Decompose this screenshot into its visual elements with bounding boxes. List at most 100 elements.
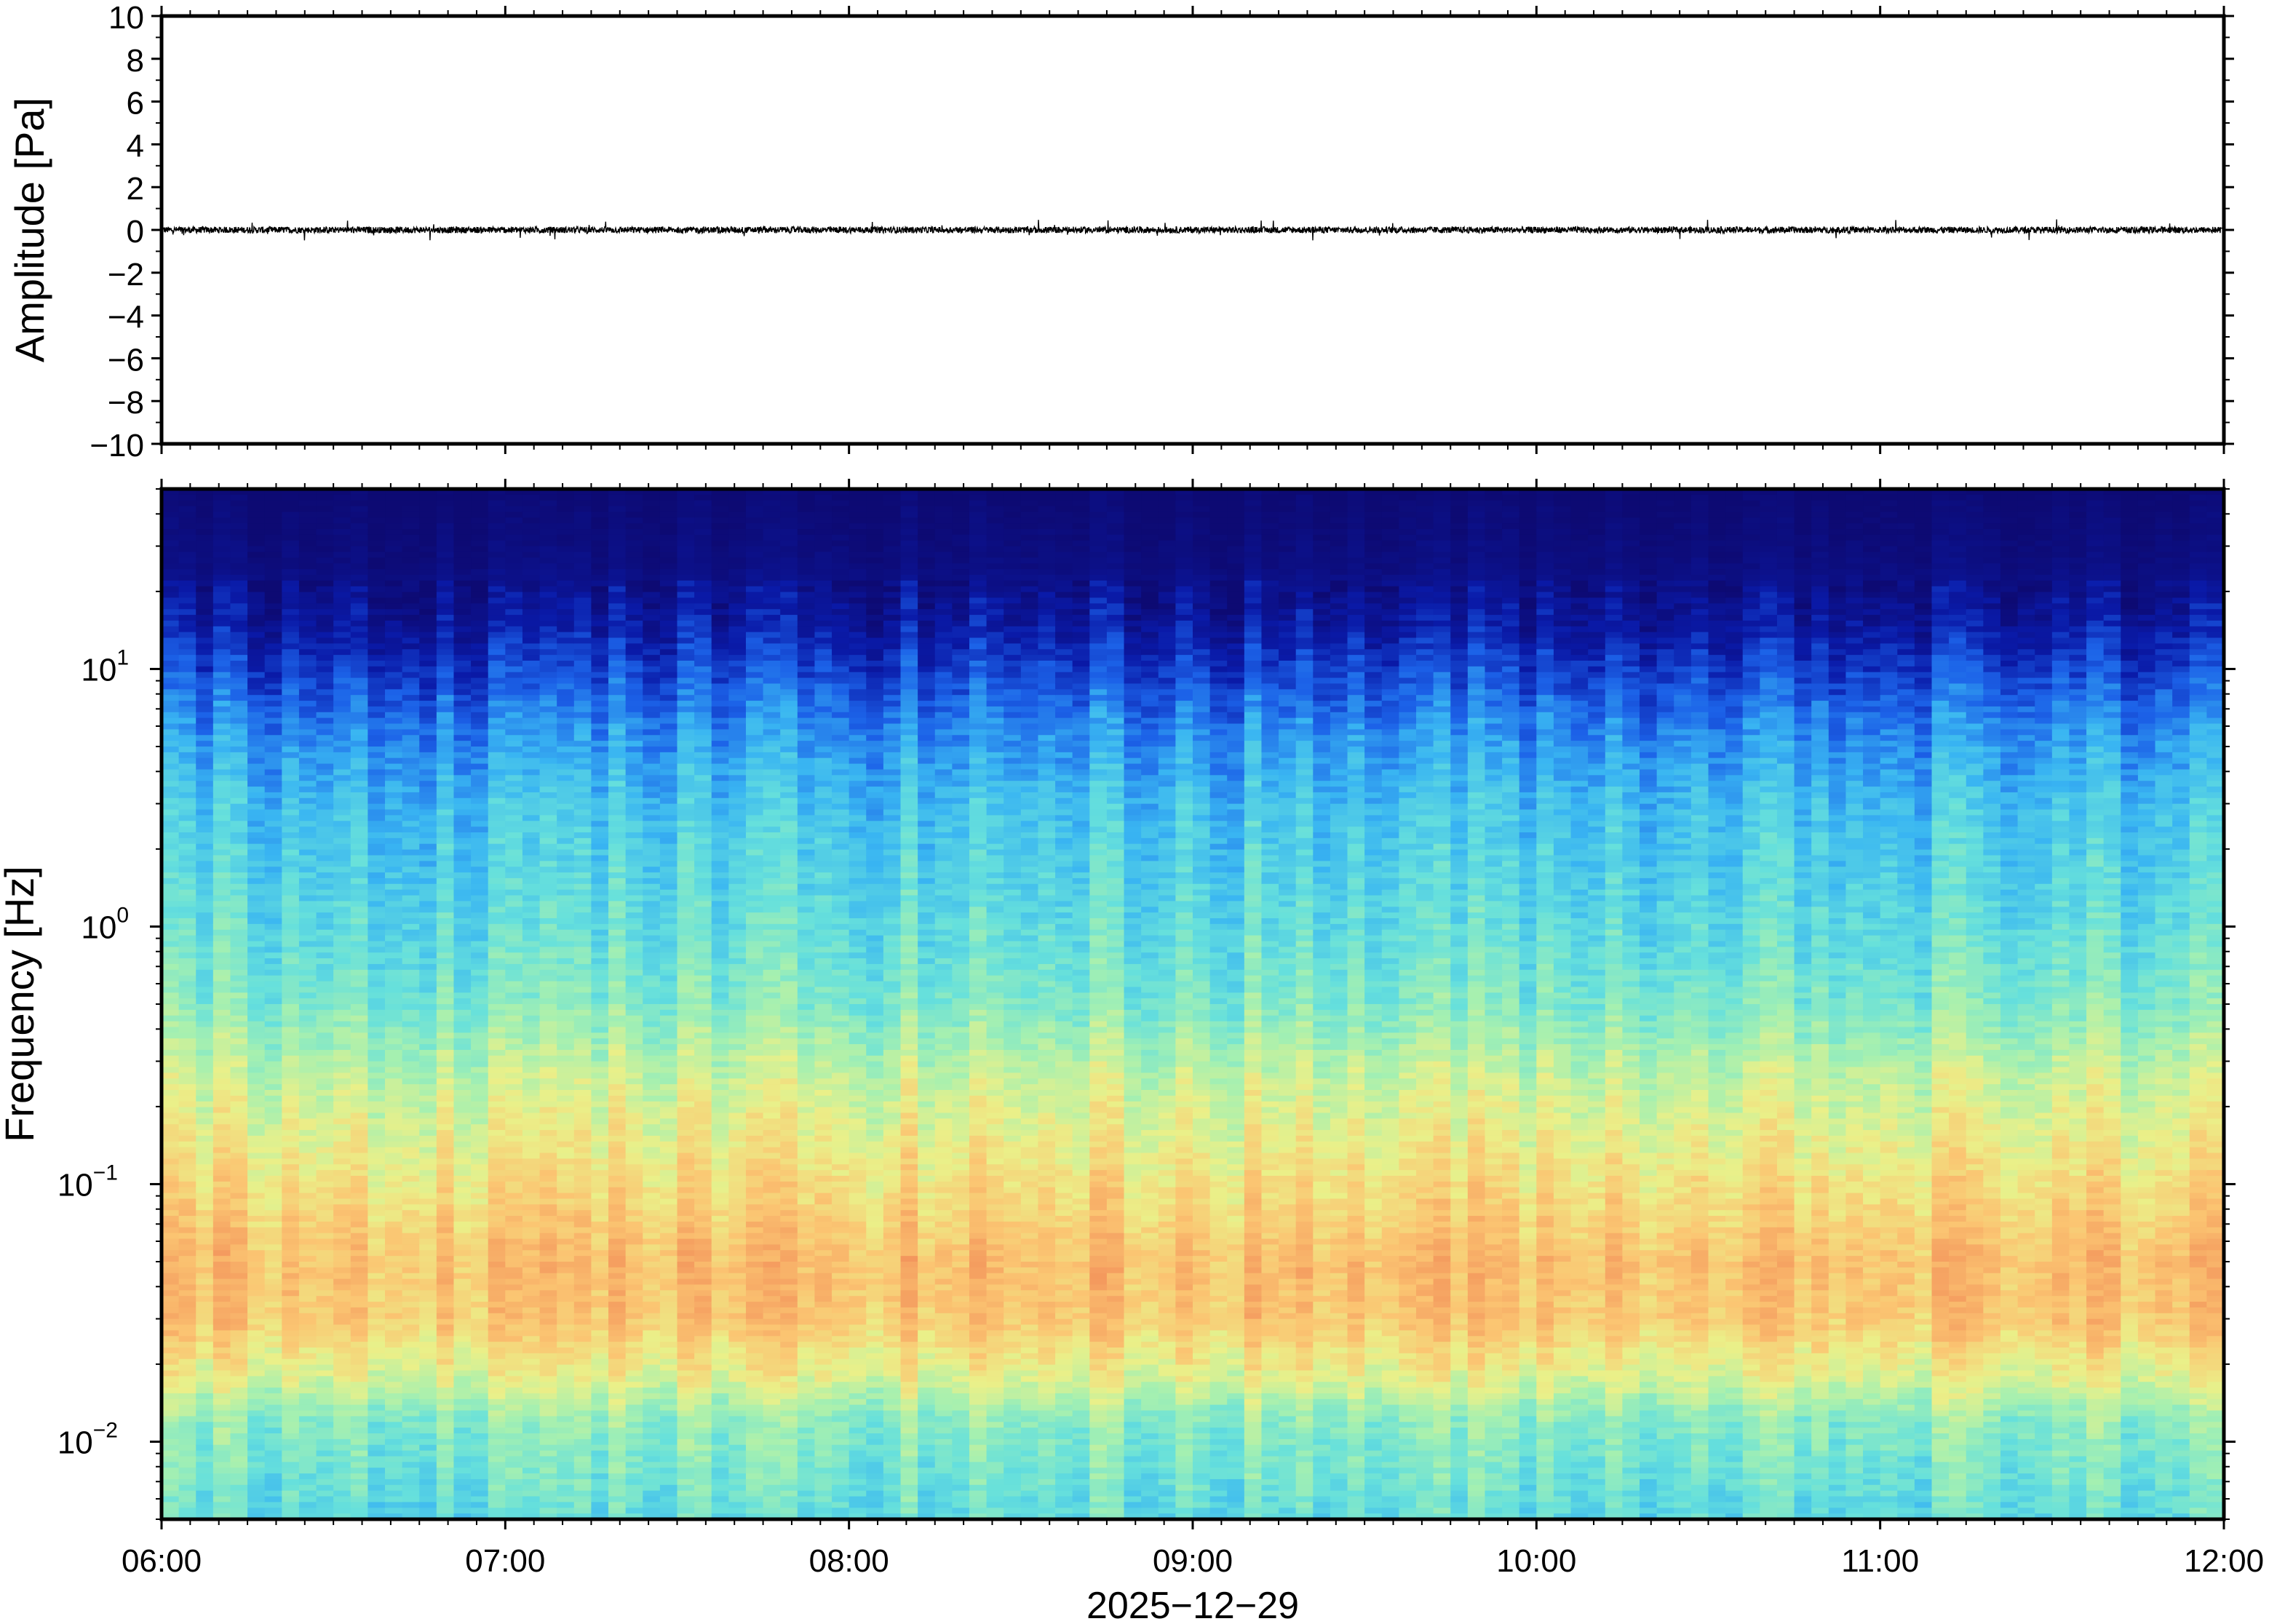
spectrogram-cell <box>505 1445 522 1451</box>
spectrogram-cell <box>385 1227 402 1233</box>
spectrogram-cell <box>505 1451 522 1457</box>
spectrogram-cell <box>402 810 420 816</box>
spectrogram-cell <box>385 1153 402 1159</box>
spectrogram-cell <box>608 609 626 615</box>
spectrogram-cell <box>230 1084 247 1090</box>
spectrogram-cell <box>265 632 282 638</box>
spectrogram-cell <box>265 1084 282 1090</box>
spectrogram-cell <box>317 1279 334 1285</box>
spectrogram-cell <box>453 1056 471 1062</box>
spectrogram-cell <box>540 1038 557 1044</box>
spectrogram-cell <box>385 501 402 506</box>
spectrogram-cell <box>317 586 334 592</box>
spectrogram-cell <box>522 758 540 764</box>
spectrogram-cell <box>453 844 471 850</box>
spectrogram-cell <box>162 804 179 810</box>
spectrogram-cell <box>299 701 317 706</box>
spectrogram-cell <box>196 1284 213 1290</box>
spectrogram-cell <box>351 557 368 563</box>
spectrogram-cell <box>505 1348 522 1353</box>
spectrogram-cell <box>540 1491 557 1497</box>
spectrogram-cell <box>385 643 402 649</box>
spectrogram-cell <box>282 1307 299 1313</box>
spectrogram-cell <box>351 1267 368 1273</box>
spectrogram-cell <box>351 1439 368 1445</box>
spectrogram-cell <box>557 907 574 912</box>
spectrogram-cell <box>540 930 557 936</box>
spectrogram-cell <box>351 1393 368 1399</box>
spectrogram-cell <box>540 1016 557 1022</box>
spectrogram-cell <box>247 1158 265 1164</box>
spectrogram-cell <box>213 1118 231 1124</box>
spectrogram-cell <box>247 1497 265 1502</box>
spectrogram-cell <box>522 1508 540 1513</box>
spectrogram-cell <box>488 1279 506 1285</box>
spectrogram-cell <box>299 523 317 529</box>
spectrogram-cell <box>419 1136 437 1142</box>
spectrogram-cell <box>333 1158 351 1164</box>
spectrogram-cell <box>265 1244 282 1250</box>
spectrogram-cell <box>385 947 402 952</box>
spectrogram-cell <box>540 1376 557 1382</box>
spectrogram-cell <box>540 918 557 924</box>
spectrogram-cell <box>196 1445 213 1451</box>
spectrogram-cell <box>265 901 282 907</box>
spectrogram-cell <box>419 896 437 901</box>
spectrogram-cell <box>419 552 437 558</box>
spectrogram-cell <box>437 907 454 912</box>
spectrogram-cell <box>591 1422 608 1428</box>
amplitude-y-tick-label: 4 <box>127 128 144 164</box>
spectrogram-cell <box>488 609 506 615</box>
spectrogram-cell <box>247 890 265 896</box>
spectrogram-cell <box>317 1050 334 1056</box>
spectrogram-cell <box>213 884 231 890</box>
spectrogram-cell <box>505 546 522 552</box>
spectrogram-cell <box>437 1313 454 1319</box>
spectrogram-cell <box>351 1428 368 1433</box>
spectrogram-cell <box>162 535 179 541</box>
spectrogram-cell <box>488 1319 506 1325</box>
spectrogram-cell <box>162 810 179 816</box>
spectrogram-cell <box>282 787 299 792</box>
spectrogram-cell <box>265 1348 282 1353</box>
spectrogram-cell <box>557 575 574 581</box>
amplitude-y-tick-label: 6 <box>127 86 144 122</box>
spectrogram-cell <box>522 1491 540 1497</box>
spectrogram-cell <box>230 1284 247 1290</box>
spectrogram-cell <box>367 1044 385 1050</box>
spectrogram-cell <box>608 764 626 770</box>
spectrogram-cell <box>540 1102 557 1107</box>
spectrogram-cell <box>162 855 179 861</box>
spectrogram-cell <box>230 592 247 598</box>
spectrogram-cell <box>282 706 299 712</box>
spectrogram-cell <box>351 724 368 730</box>
spectrogram-cell <box>299 804 317 810</box>
spectrogram-cell <box>402 706 420 712</box>
spectrogram-cell <box>247 638 265 644</box>
spectrogram-cell <box>265 1067 282 1073</box>
spectrogram-cell <box>179 1118 196 1124</box>
spectrogram-cell <box>488 1182 506 1187</box>
spectrogram-cell <box>196 918 213 924</box>
spectrogram-cell <box>247 1032 265 1038</box>
spectrogram-cell <box>385 861 402 867</box>
spectrogram-cell <box>317 769 334 775</box>
spectrogram-cell <box>367 1130 385 1136</box>
spectrogram-cell <box>522 1216 540 1222</box>
spectrogram-cell <box>351 1325 368 1331</box>
spectrogram-cell <box>437 632 454 638</box>
spectrogram-cell <box>437 838 454 844</box>
spectrogram-cell <box>247 747 265 752</box>
spectrogram-cell <box>282 1216 299 1222</box>
spectrogram-cell <box>265 1336 282 1342</box>
spectrogram-cell <box>591 529 608 535</box>
spectrogram-cell <box>351 970 368 976</box>
spectrogram-cell <box>162 1050 179 1056</box>
spectrogram-cell <box>574 546 592 552</box>
spectrogram-cell <box>437 884 454 890</box>
spectrogram-cell <box>351 1348 368 1353</box>
spectrogram-cell <box>162 1508 179 1513</box>
spectrogram-cell <box>608 575 626 581</box>
spectrogram-cell <box>317 1016 334 1022</box>
spectrogram-cell <box>540 1056 557 1062</box>
